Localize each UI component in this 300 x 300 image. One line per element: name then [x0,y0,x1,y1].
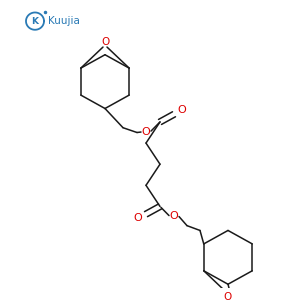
Text: O: O [169,211,178,221]
Text: O: O [142,127,150,136]
Text: O: O [178,105,186,116]
Text: Kuujia: Kuujia [48,16,80,26]
Text: O: O [134,213,142,223]
Text: O: O [224,292,232,300]
Text: O: O [101,37,109,47]
Text: K: K [32,16,38,26]
